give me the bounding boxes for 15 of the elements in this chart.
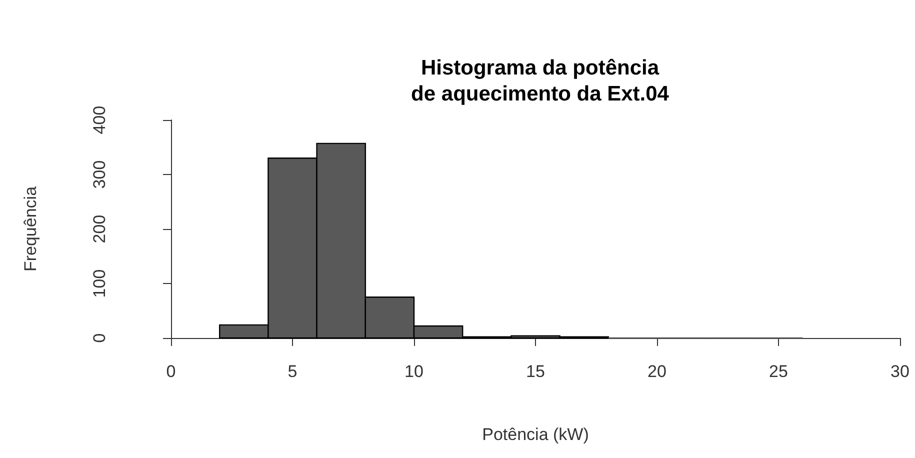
x-tick-label: 10 bbox=[404, 362, 424, 381]
x-tick-label: 5 bbox=[288, 362, 298, 381]
y-tick-label: 400 bbox=[90, 106, 109, 134]
y-tick-label: 100 bbox=[90, 269, 109, 298]
y-axis-title: Frequência bbox=[21, 186, 40, 272]
y-tick-label: 0 bbox=[90, 333, 109, 343]
x-tick-label: 30 bbox=[890, 362, 910, 381]
y-tick-label: 200 bbox=[90, 214, 109, 244]
x-axis-title: Potência (kW) bbox=[482, 425, 589, 444]
x-tick-label: 0 bbox=[166, 362, 176, 381]
y-tick-label: 300 bbox=[90, 160, 109, 189]
chart-title: Histograma da potência de aquecimento da Ext.04 bbox=[411, 56, 670, 106]
x-tick-label: 20 bbox=[648, 362, 666, 381]
x-tick-label: 15 bbox=[526, 362, 545, 381]
x-tick-label: 25 bbox=[769, 362, 788, 381]
